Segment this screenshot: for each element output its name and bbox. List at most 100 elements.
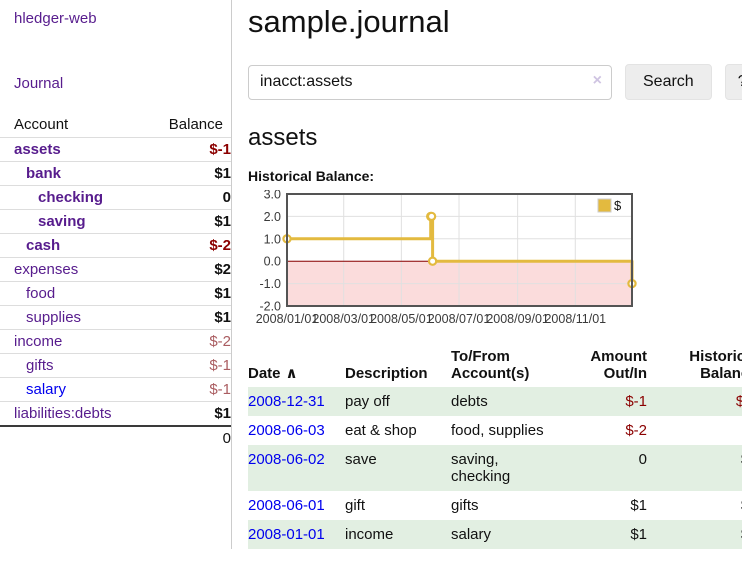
- main-content: sample.journal × Search ? assets Histori…: [232, 0, 742, 549]
- transaction-date-link[interactable]: 2008-12-31: [248, 393, 325, 410]
- svg-text:2.0: 2.0: [264, 210, 281, 224]
- account-link-expenses[interactable]: expenses: [14, 261, 79, 278]
- sidebar-item-journal[interactable]: Journal: [14, 75, 64, 92]
- account-link-food[interactable]: food: [26, 285, 56, 302]
- account-link-cash[interactable]: cash: [26, 237, 61, 254]
- svg-text:$: $: [614, 198, 622, 213]
- account-link-gifts[interactable]: gifts: [26, 357, 54, 374]
- account-row: saving $1: [0, 209, 231, 234]
- account-row: supplies $1: [0, 305, 231, 330]
- account-row: food $1: [0, 281, 231, 306]
- account-row: expenses $2: [0, 257, 231, 282]
- register-header-amount: Amount Out/In: [590, 348, 647, 382]
- accounts-header-account: Account: [14, 116, 69, 133]
- transaction-description: eat & shop: [345, 422, 417, 439]
- transaction-date-link[interactable]: 2008-01-01: [248, 526, 325, 543]
- account-balance: $1: [214, 405, 231, 422]
- transaction-row: 2008-06-01 gift gifts $1 $2: [248, 491, 742, 520]
- accounts-total-row: 0: [0, 426, 231, 450]
- account-row: salary $-1: [0, 377, 231, 402]
- transaction-accounts: debts: [451, 393, 488, 410]
- transaction-accounts: gifts: [451, 497, 479, 514]
- register-header-row: Date ∧ Description To/From Account(s) Amo…: [248, 344, 742, 387]
- account-row: cash $-2: [0, 233, 231, 258]
- transaction-date-link[interactable]: 2008-06-02: [248, 451, 325, 468]
- account-link-income[interactable]: income: [14, 333, 63, 350]
- account-balance: $-1: [209, 357, 231, 374]
- transaction-description: gift: [345, 497, 366, 514]
- accounts-header-row: Account Balance: [0, 112, 231, 138]
- search-form: × Search ?: [248, 64, 742, 100]
- transaction-accounts: saving, checking: [451, 451, 511, 485]
- transaction-balance: 0: [649, 416, 742, 445]
- account-balance: $1: [214, 165, 231, 182]
- sort-ascending-icon: ∧: [285, 365, 298, 382]
- transaction-date-link[interactable]: 2008-06-03: [248, 422, 325, 439]
- account-link-saving[interactable]: saving: [38, 213, 86, 230]
- svg-text:3.0: 3.0: [264, 190, 281, 202]
- account-balance: $2: [214, 261, 231, 278]
- account-link-bank[interactable]: bank: [26, 165, 62, 182]
- svg-text:2008/01/01: 2008/01/01: [256, 312, 319, 326]
- search-button[interactable]: Search: [625, 64, 712, 100]
- historical-balance-chart: $3.0 2.0 1.0 0.0 -1.0 -2.0 2008/01/01 2008/03/0…: [248, 188, 648, 330]
- account-balance: 0: [222, 189, 231, 206]
- transaction-amount: $1: [630, 526, 647, 543]
- accounts-table: Account Balance assets $-1 bank $1 check…: [0, 112, 231, 450]
- account-row: liabilities:debts $1: [0, 401, 231, 427]
- svg-text:2008/03/01: 2008/03/01: [312, 312, 375, 326]
- account-balance: $1: [214, 309, 231, 326]
- app-brand-link[interactable]: hledger-web: [14, 10, 97, 27]
- transaction-balance: $-1: [735, 393, 742, 410]
- help-button[interactable]: ?: [724, 64, 742, 100]
- account-link-assets[interactable]: assets: [14, 141, 61, 158]
- transaction-description: save: [345, 451, 377, 468]
- transaction-row: 2008-06-03 eat & shop food, supplies $-2…: [248, 416, 742, 445]
- accounts-total-balance: 0: [222, 430, 231, 447]
- search-input[interactable]: [248, 64, 612, 100]
- svg-text:2008/11/01: 2008/11/01: [544, 312, 606, 326]
- transaction-description: income: [345, 526, 394, 543]
- svg-text:2008/05/01: 2008/05/01: [370, 312, 433, 326]
- account-link-checking[interactable]: checking: [38, 189, 104, 206]
- chart-title: Historical Balance:: [248, 168, 375, 184]
- page-title: sample.journal: [248, 4, 450, 39]
- transaction-balance: $1: [649, 520, 742, 549]
- transaction-amount: 0: [638, 451, 647, 468]
- transaction-accounts: salary: [451, 526, 492, 543]
- hledger-web-app: hledger-web Journal Account Balance asse…: [0, 0, 742, 549]
- account-balance: $-2: [209, 333, 231, 350]
- register-table: Date ∧ Description To/From Account(s) Amo…: [248, 344, 742, 549]
- svg-text:-2.0: -2.0: [259, 300, 281, 314]
- transaction-amount: $1: [630, 497, 647, 514]
- register-header-balance: Historical Balance: [689, 348, 742, 382]
- transaction-date-link[interactable]: 2008-06-01: [248, 497, 325, 514]
- account-balance: $1: [214, 285, 231, 302]
- account-link-supplies[interactable]: supplies: [26, 309, 82, 326]
- transaction-row: 2008-01-01 income salary $1 $1: [248, 520, 742, 549]
- svg-text:1.0: 1.0: [264, 232, 281, 246]
- account-balance: $-2: [209, 237, 231, 254]
- transaction-amount: $-2: [625, 422, 647, 439]
- register-header-date[interactable]: Date ∧: [248, 365, 298, 382]
- account-row: assets $-1: [0, 137, 231, 162]
- account-link-salary[interactable]: salary: [26, 381, 67, 398]
- svg-text:2008/07/01: 2008/07/01: [428, 312, 491, 326]
- account-link-liabilities-debts[interactable]: liabilities:debts: [14, 405, 112, 422]
- account-row: bank $1: [0, 161, 231, 186]
- account-balance: $1: [214, 213, 231, 230]
- clear-search-icon[interactable]: ×: [592, 71, 602, 89]
- account-balance: $-1: [209, 141, 231, 158]
- register-header-description: Description: [345, 365, 428, 382]
- svg-text:0.0: 0.0: [264, 255, 281, 269]
- account-balance: $-1: [209, 381, 231, 398]
- account-row: checking 0: [0, 185, 231, 210]
- transaction-balance: $2: [649, 491, 742, 520]
- svg-text:-1.0: -1.0: [259, 277, 281, 291]
- account-row: income $-2: [0, 329, 231, 354]
- transaction-row: 2008-06-02 save saving, checking 0 $2: [248, 445, 742, 491]
- transaction-description: pay off: [345, 393, 390, 410]
- transaction-row: 2008-12-31 pay off debts $-1 $-1: [248, 387, 742, 416]
- sidebar: hledger-web Journal Account Balance asse…: [0, 0, 232, 549]
- register-header-tofrom: To/From Account(s): [451, 348, 530, 382]
